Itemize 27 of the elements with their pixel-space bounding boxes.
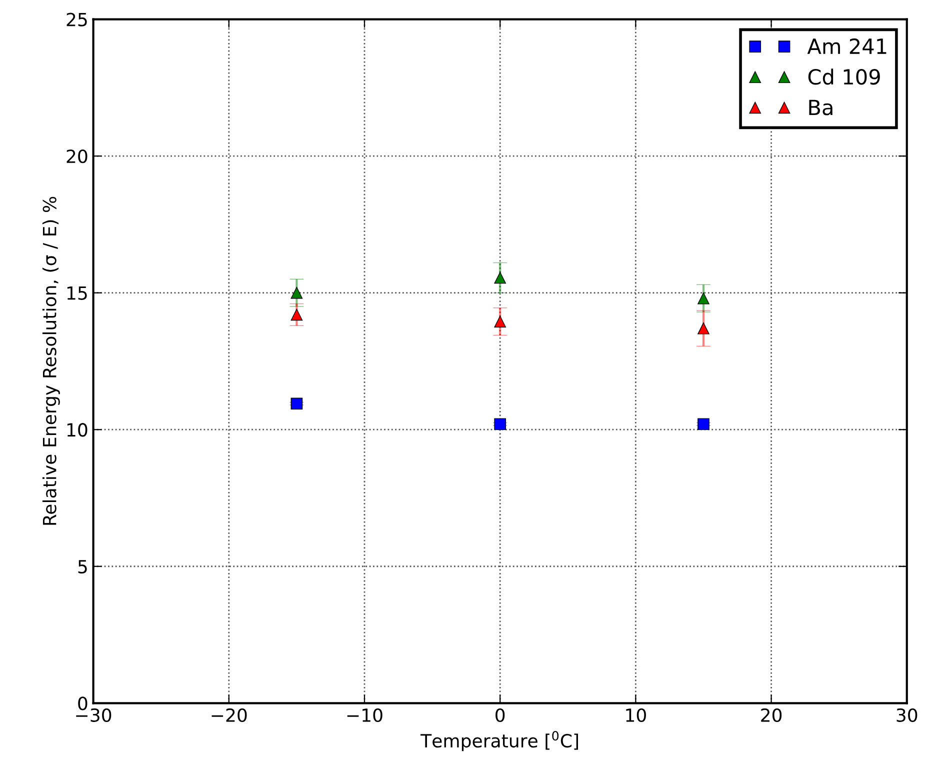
x-tick-label: −20 xyxy=(212,708,247,722)
x-tick-label: 0 xyxy=(496,708,505,722)
point xyxy=(698,292,710,304)
legend-label: Am 241 xyxy=(807,38,886,54)
y-tick-label: 20 xyxy=(66,150,88,164)
x-tick-label: 30 xyxy=(896,708,918,722)
point xyxy=(698,322,710,334)
legend-label: Cd 109 xyxy=(808,68,880,85)
point xyxy=(494,418,506,430)
point xyxy=(494,272,506,284)
x-tick-label: 20 xyxy=(761,708,782,722)
x-tick-label: 10 xyxy=(626,708,646,722)
point xyxy=(290,286,303,299)
x-tick-label: −10 xyxy=(347,708,382,722)
x-axis-title: Temperature [$^{0}$C] xyxy=(420,731,578,752)
x-tick-label: −30 xyxy=(76,708,112,722)
point xyxy=(698,418,710,430)
legend-label: Ba xyxy=(809,100,832,116)
point xyxy=(290,308,303,321)
point xyxy=(494,316,506,328)
point xyxy=(290,398,303,410)
y-tick-label: 0 xyxy=(78,696,88,710)
y-tick-label: 15 xyxy=(67,286,87,300)
y-tick-label: 25 xyxy=(66,12,87,26)
y-tick-label: 10 xyxy=(67,423,88,437)
y-axis-title: Relative Energy Resolution, (σ / E) % xyxy=(42,196,60,525)
y-tick-label: 5 xyxy=(78,560,87,574)
